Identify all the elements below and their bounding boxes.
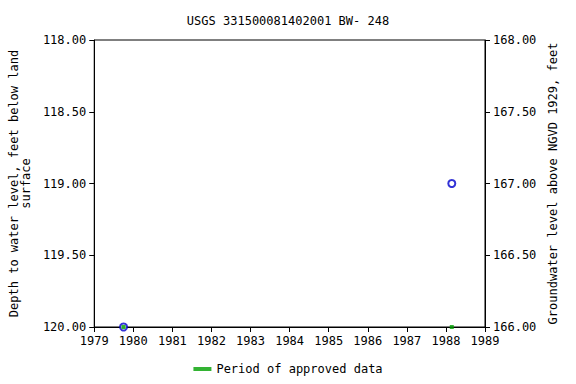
svg-text:1980: 1980 <box>119 334 148 348</box>
svg-text:surface: surface <box>19 158 33 209</box>
svg-text:119.00: 119.00 <box>43 177 86 191</box>
svg-text:Groundwater level above NGVD 1: Groundwater level above NGVD 1929, feet <box>546 43 560 325</box>
svg-text:118.50: 118.50 <box>43 105 86 119</box>
svg-text:USGS 331500081402001 BW- 248: USGS 331500081402001 BW- 248 <box>187 14 389 28</box>
svg-text:1983: 1983 <box>236 334 265 348</box>
svg-text:167.50: 167.50 <box>493 105 536 119</box>
svg-text:119.50: 119.50 <box>43 248 86 262</box>
svg-text:167.00: 167.00 <box>493 177 536 191</box>
svg-text:166.50: 166.50 <box>493 248 536 262</box>
svg-text:1981: 1981 <box>158 334 187 348</box>
svg-text:1987: 1987 <box>392 334 421 348</box>
svg-text:1986: 1986 <box>353 334 382 348</box>
svg-text:Period of approved data: Period of approved data <box>216 362 382 376</box>
svg-text:1989: 1989 <box>471 334 500 348</box>
svg-text:1982: 1982 <box>197 334 226 348</box>
svg-text:1979: 1979 <box>80 334 109 348</box>
svg-text:Depth to water level, feet bel: Depth to water level, feet below land <box>7 49 21 318</box>
svg-text:1985: 1985 <box>314 334 343 348</box>
svg-text:1984: 1984 <box>275 334 304 348</box>
svg-text:1988: 1988 <box>431 334 460 348</box>
svg-text:168.00: 168.00 <box>493 33 536 47</box>
svg-text:120.00: 120.00 <box>43 320 86 334</box>
svg-text:118.00: 118.00 <box>43 33 86 47</box>
svg-text:166.00: 166.00 <box>493 320 536 334</box>
